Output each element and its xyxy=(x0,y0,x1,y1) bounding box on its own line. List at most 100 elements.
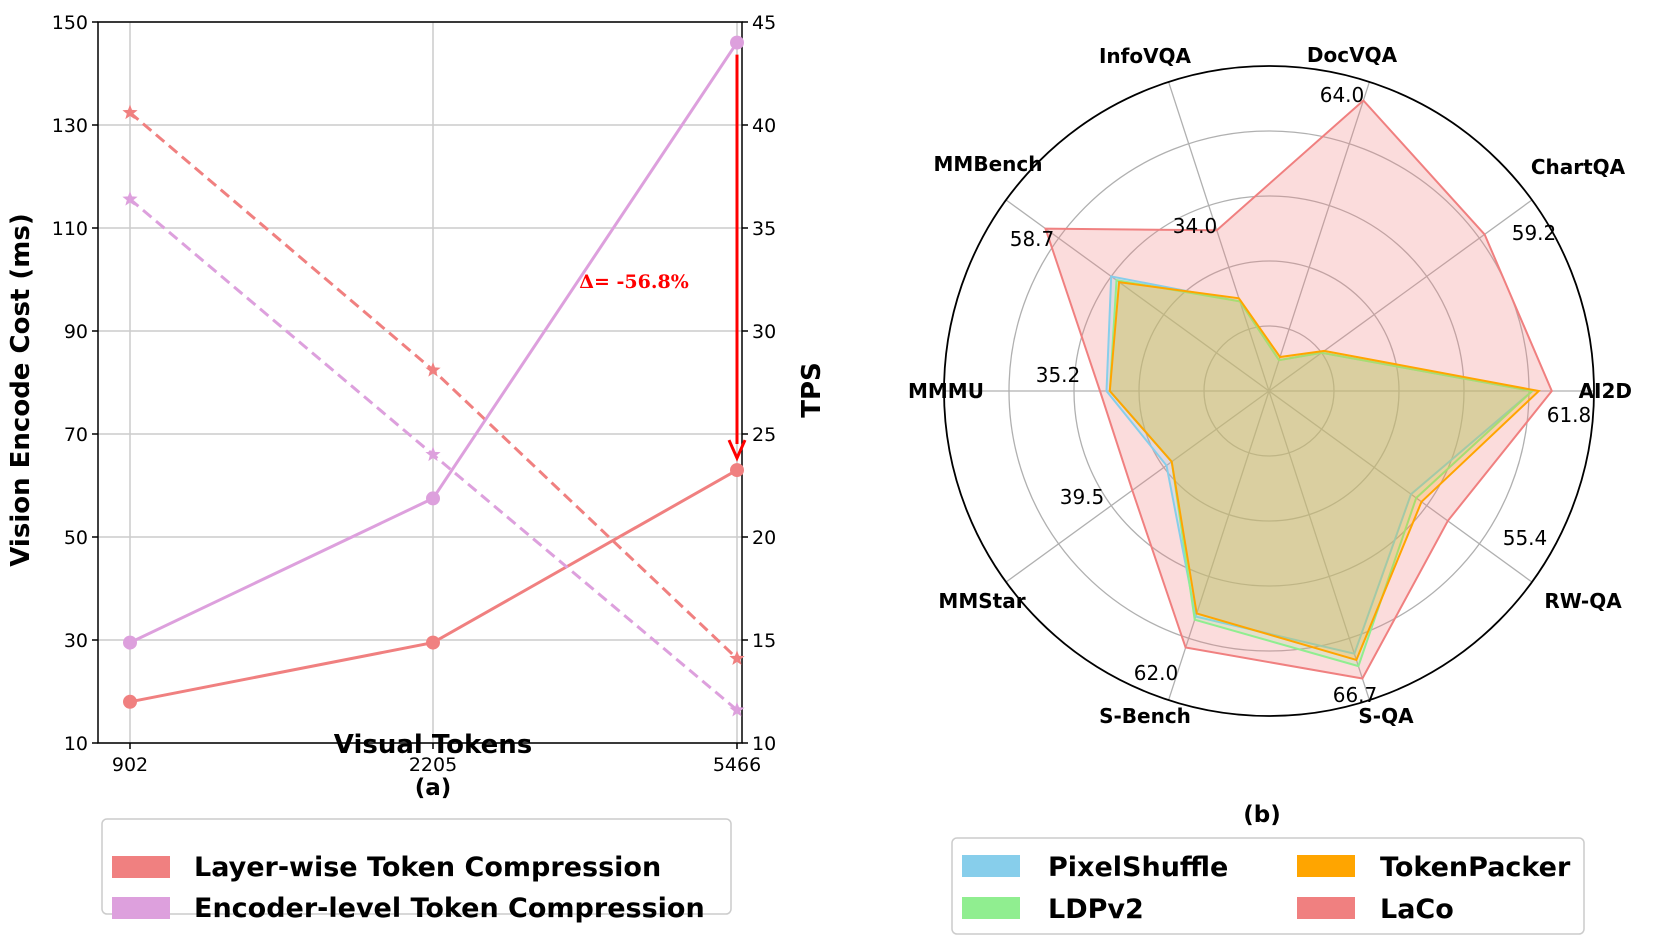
radar-value-label: 35.2 xyxy=(1036,363,1081,387)
radar-axis-label: MMMU xyxy=(908,379,984,403)
radar-value-label: 39.5 xyxy=(1060,485,1105,509)
arrow-head xyxy=(727,439,747,462)
cost-point-layerwise xyxy=(426,635,440,650)
y2-tick-label: 45 xyxy=(752,12,776,34)
y2-axis-ticks: 10 15 20 25 30 35 40 45 xyxy=(742,12,776,755)
x-tick-label: 902 xyxy=(112,754,148,776)
y-tick-label: 110 xyxy=(52,218,88,240)
y2-axis-label: TPS xyxy=(797,362,827,418)
radar-value-label: 62.0 xyxy=(1134,661,1179,685)
y-tick-label: 10 xyxy=(64,733,88,755)
radar-value-label: 66.7 xyxy=(1333,683,1378,707)
tps-point-encoder xyxy=(122,191,138,206)
x-axis-ticks: 902 2205 5466 xyxy=(112,743,761,776)
x-axis-label: Visual Tokens xyxy=(334,730,532,760)
radar-axis-label: AI2D xyxy=(1579,379,1632,403)
y-tick-label: 150 xyxy=(52,12,88,34)
cost-point-encoder xyxy=(426,491,440,506)
radar-area-tokenpacker xyxy=(1109,282,1539,660)
tps-point-layerwise xyxy=(729,650,745,665)
radar-chart-panel: AI2D ChartQA DocVQA InfoVQA MMBench MMMU MMSta… xyxy=(908,43,1632,935)
y-axis-ticks: 10 30 50 70 90 110 130 150 xyxy=(52,12,98,755)
cost-point-encoder xyxy=(730,35,744,50)
legend-swatch-pixelshuffle xyxy=(962,855,1020,877)
radar-outer-frame xyxy=(943,65,1595,717)
panel-b-label: (b) xyxy=(1243,802,1281,828)
cost-point-layerwise xyxy=(123,694,137,709)
legend-swatch-ldpv2 xyxy=(962,897,1020,919)
radar-series-layer xyxy=(943,65,1595,717)
y2-tick-label: 40 xyxy=(752,115,776,137)
y2-tick-label: 30 xyxy=(752,321,776,343)
y2-tick-label: 20 xyxy=(752,527,776,549)
radar-value-label: 58.7 xyxy=(1010,227,1055,251)
radar-spoke-3 xyxy=(1167,81,1270,392)
radar-value-label: 34.0 xyxy=(1173,214,1218,238)
panel-a-label: (a) xyxy=(415,775,452,801)
radar-spoke-6 xyxy=(1005,390,1270,583)
legend-a: Layer-wise Token Compression Encoder-lev… xyxy=(101,818,732,924)
legend-b: PixelShuffle LDPv2 TokenPacker LaCo xyxy=(951,837,1585,935)
radar-value-label: 59.2 xyxy=(1512,221,1557,245)
legend-label-pixelshuffle: PixelShuffle xyxy=(1048,852,1228,883)
grid-lines xyxy=(98,21,742,744)
y-tick-label: 130 xyxy=(52,115,88,137)
y-tick-label: 30 xyxy=(64,630,88,652)
radar-area-pixelshuffle xyxy=(1106,276,1533,654)
radar-outline-tokenpacker xyxy=(1108,280,1541,662)
radar-labels: AI2D ChartQA DocVQA InfoVQA MMBench MMMU MMSta… xyxy=(908,43,1632,728)
radar-axis-label: MMStar xyxy=(938,589,1025,613)
y-tick-label: 70 xyxy=(64,424,88,446)
delta-annotation: Δ= -56.8% xyxy=(579,271,689,293)
radar-spoke-4 xyxy=(1005,199,1270,392)
legend-swatch-layerwise xyxy=(112,856,170,878)
y-tick-label: 50 xyxy=(64,527,88,549)
radar-axis-label: MMBench xyxy=(934,152,1043,176)
y-axis-label: Vision Encode Cost (ms) xyxy=(6,213,36,566)
legend-label-laco: LaCo xyxy=(1380,894,1454,925)
radar-area-ldpv2 xyxy=(1109,280,1533,667)
cost-point-layerwise xyxy=(730,463,744,478)
radar-axis-label: InfoVQA xyxy=(1099,44,1192,68)
radar-spoke-7 xyxy=(1167,390,1270,701)
y2-tick-label: 10 xyxy=(752,733,776,755)
legend-label-encoder: Encoder-level Token Compression xyxy=(194,893,705,924)
x-tick-label: 2205 xyxy=(409,754,457,776)
radar-area-laco xyxy=(1045,100,1552,679)
legend-label-layerwise: Layer-wise Token Compression xyxy=(194,852,661,883)
radar-value-label: 61.8 xyxy=(1547,403,1592,427)
y2-tick-label: 25 xyxy=(752,424,776,446)
radar-axis-label: S-QA xyxy=(1358,704,1414,728)
legend-box xyxy=(101,818,732,915)
legend-box xyxy=(951,837,1585,935)
radar-value-label: 64.0 xyxy=(1320,83,1365,107)
legend-label-ldpv2: LDPv2 xyxy=(1048,894,1144,925)
legend-swatch-laco xyxy=(1297,897,1355,919)
legend-label-tokenpacker: TokenPacker xyxy=(1380,852,1571,883)
line-chart-panel: 10 30 50 70 90 110 130 150 10 15 20 25 30 35 40 45 902… xyxy=(6,12,827,924)
radar-spoke-2 xyxy=(1268,81,1371,392)
radar-axis-label: S-Bench xyxy=(1099,704,1191,728)
y2-tick-label: 35 xyxy=(752,218,776,240)
series-layer xyxy=(122,35,745,717)
x-tick-label: 5466 xyxy=(713,754,761,776)
radar-axis-label: ChartQA xyxy=(1531,155,1626,179)
cost-point-encoder xyxy=(123,635,137,650)
tps-point-encoder xyxy=(425,446,441,462)
legend-swatch-encoder xyxy=(112,897,170,919)
radar-value-label: 55.4 xyxy=(1503,526,1548,550)
legend-swatch-tokenpacker xyxy=(1297,855,1355,877)
delta-arrow xyxy=(727,54,747,462)
radar-axis-label: DocVQA xyxy=(1307,43,1398,67)
radar-spoke-1 xyxy=(1268,199,1533,392)
tps-point-layerwise xyxy=(425,362,441,377)
plot-frame xyxy=(97,21,743,744)
radar-spoke-8 xyxy=(1268,390,1371,701)
radar-spoke-9 xyxy=(1268,390,1533,583)
tps-point-layerwise xyxy=(122,104,138,120)
radar-outline-laco xyxy=(1044,99,1553,680)
y-tick-label: 90 xyxy=(64,321,88,343)
radar-grid xyxy=(944,81,1594,701)
tps-point-encoder xyxy=(729,702,745,717)
